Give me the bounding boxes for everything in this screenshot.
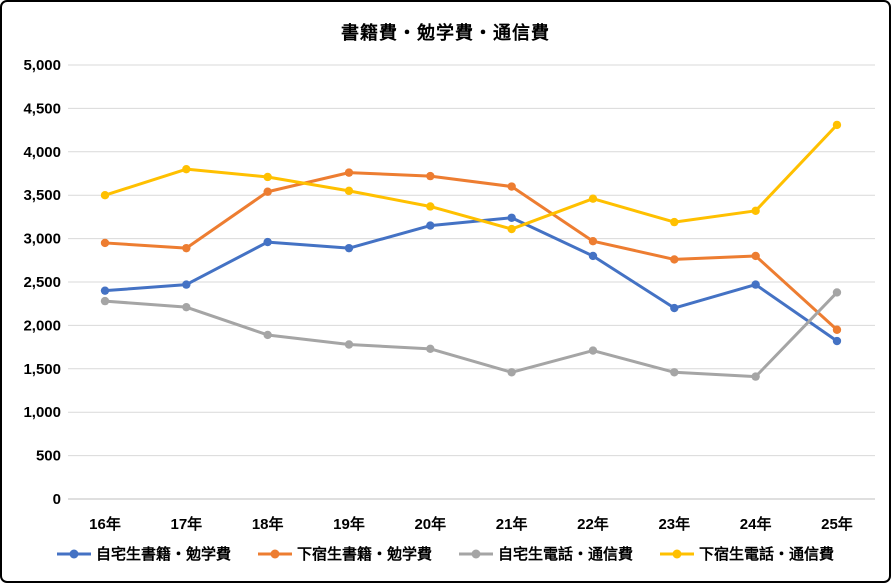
data-point-marker	[182, 302, 191, 312]
data-point-marker	[670, 368, 679, 377]
data-point-marker	[426, 344, 435, 354]
x-tick-label: 19年	[333, 515, 365, 533]
data-point-marker	[507, 224, 516, 234]
x-tick-label: 25年	[821, 515, 853, 533]
data-point-marker	[670, 303, 679, 313]
y-tick-label: 3,000	[23, 231, 61, 248]
legend-item-3: 下宿生電話・通信費	[660, 543, 834, 564]
legend-dot	[471, 549, 481, 558]
y-tick-label: 5,000	[23, 57, 61, 74]
y-tick-label: 4,500	[23, 100, 61, 117]
data-point-marker	[832, 120, 842, 130]
y-tick-label: 1,000	[23, 404, 61, 421]
data-point-marker	[344, 243, 354, 253]
legend-label: 自宅生書籍・勉学費	[95, 546, 231, 563]
legend-item-0: 自宅生書籍・勉学費	[56, 543, 231, 564]
data-point-marker	[670, 255, 679, 264]
data-point-marker	[426, 221, 435, 230]
data-point-marker	[832, 288, 842, 297]
legend-line-marker-icon	[459, 549, 493, 558]
series-line-1	[103, 171, 839, 332]
legend-label: 下宿生電話・通信費	[699, 546, 835, 563]
legend-dot	[69, 549, 79, 558]
x-tick-label: 17年	[170, 515, 202, 533]
data-point-marker	[588, 251, 598, 261]
series-line-3	[103, 123, 839, 231]
series-line-2	[103, 290, 839, 379]
chart-title: 書籍費・勉学費・通信費	[341, 23, 550, 43]
data-point-marker	[100, 238, 110, 248]
data-point-marker	[100, 296, 110, 306]
data-point-marker	[100, 191, 110, 200]
line-chart-plot: 0 500 1,000 1,500 2,000 2,500 3,000 3,500 4,000 4…	[23, 57, 875, 533]
y-tick-label: 2,000	[23, 317, 61, 334]
legend-label: 下宿生書籍・勉学費	[296, 546, 432, 563]
legend-line-marker-icon	[660, 549, 695, 558]
data-point-marker	[100, 286, 110, 295]
y-tick-label: 0	[53, 491, 61, 508]
data-point-marker	[182, 280, 191, 289]
legend-label: 自宅生電話・通信費	[498, 546, 634, 563]
data-point-marker	[426, 202, 435, 211]
data-point-marker	[751, 372, 760, 381]
data-point-marker	[832, 336, 842, 346]
x-tick-label: 16年	[89, 515, 121, 533]
x-tick-label: 23年	[658, 515, 690, 533]
x-tick-label: 22年	[577, 515, 609, 533]
data-point-marker	[507, 213, 516, 222]
data-point-marker	[751, 206, 760, 216]
data-point-marker	[344, 340, 354, 349]
data-point-marker	[507, 368, 516, 377]
data-point-marker	[263, 172, 272, 182]
data-point-marker	[263, 187, 272, 196]
x-tick-label: 21年	[496, 515, 528, 533]
legend-line-marker-icon	[257, 549, 292, 558]
y-tick-label: 4,000	[23, 144, 61, 161]
legend-item-2: 自宅生電話・通信費	[459, 543, 633, 564]
legend-dot	[270, 549, 280, 558]
data-point-marker	[588, 346, 598, 355]
y-tick-label: 500	[36, 448, 61, 465]
legend-item-1: 下宿生書籍・勉学費	[257, 543, 432, 564]
chart-legend: 自宅生書籍・勉学費 下宿生書籍・勉学費 自宅生電話・通信費 下宿生電話・通信費	[2, 543, 889, 564]
data-point-marker	[751, 280, 760, 289]
data-point-marker	[588, 237, 598, 246]
data-point-marker	[263, 330, 272, 340]
data-point-marker	[344, 186, 354, 196]
y-tick-label: 2,500	[23, 274, 61, 291]
data-point-marker	[751, 251, 760, 261]
data-point-marker	[426, 171, 435, 181]
data-point-marker	[182, 164, 191, 174]
data-point-marker	[344, 168, 354, 177]
x-tick-label: 20年	[414, 515, 446, 533]
legend-line-marker-icon	[56, 549, 91, 558]
legend-dot	[672, 549, 682, 558]
data-point-marker	[507, 182, 516, 191]
series-line-0	[103, 216, 839, 343]
data-point-marker	[182, 243, 191, 253]
x-tick-label: 18年	[252, 515, 284, 533]
data-point-marker	[832, 325, 842, 334]
x-tick-label: 24年	[740, 515, 772, 533]
data-point-marker	[263, 237, 272, 247]
y-tick-label: 1,500	[23, 361, 61, 378]
y-tick-label: 3,500	[23, 187, 61, 204]
data-point-marker	[670, 217, 679, 227]
data-point-marker	[588, 194, 598, 203]
